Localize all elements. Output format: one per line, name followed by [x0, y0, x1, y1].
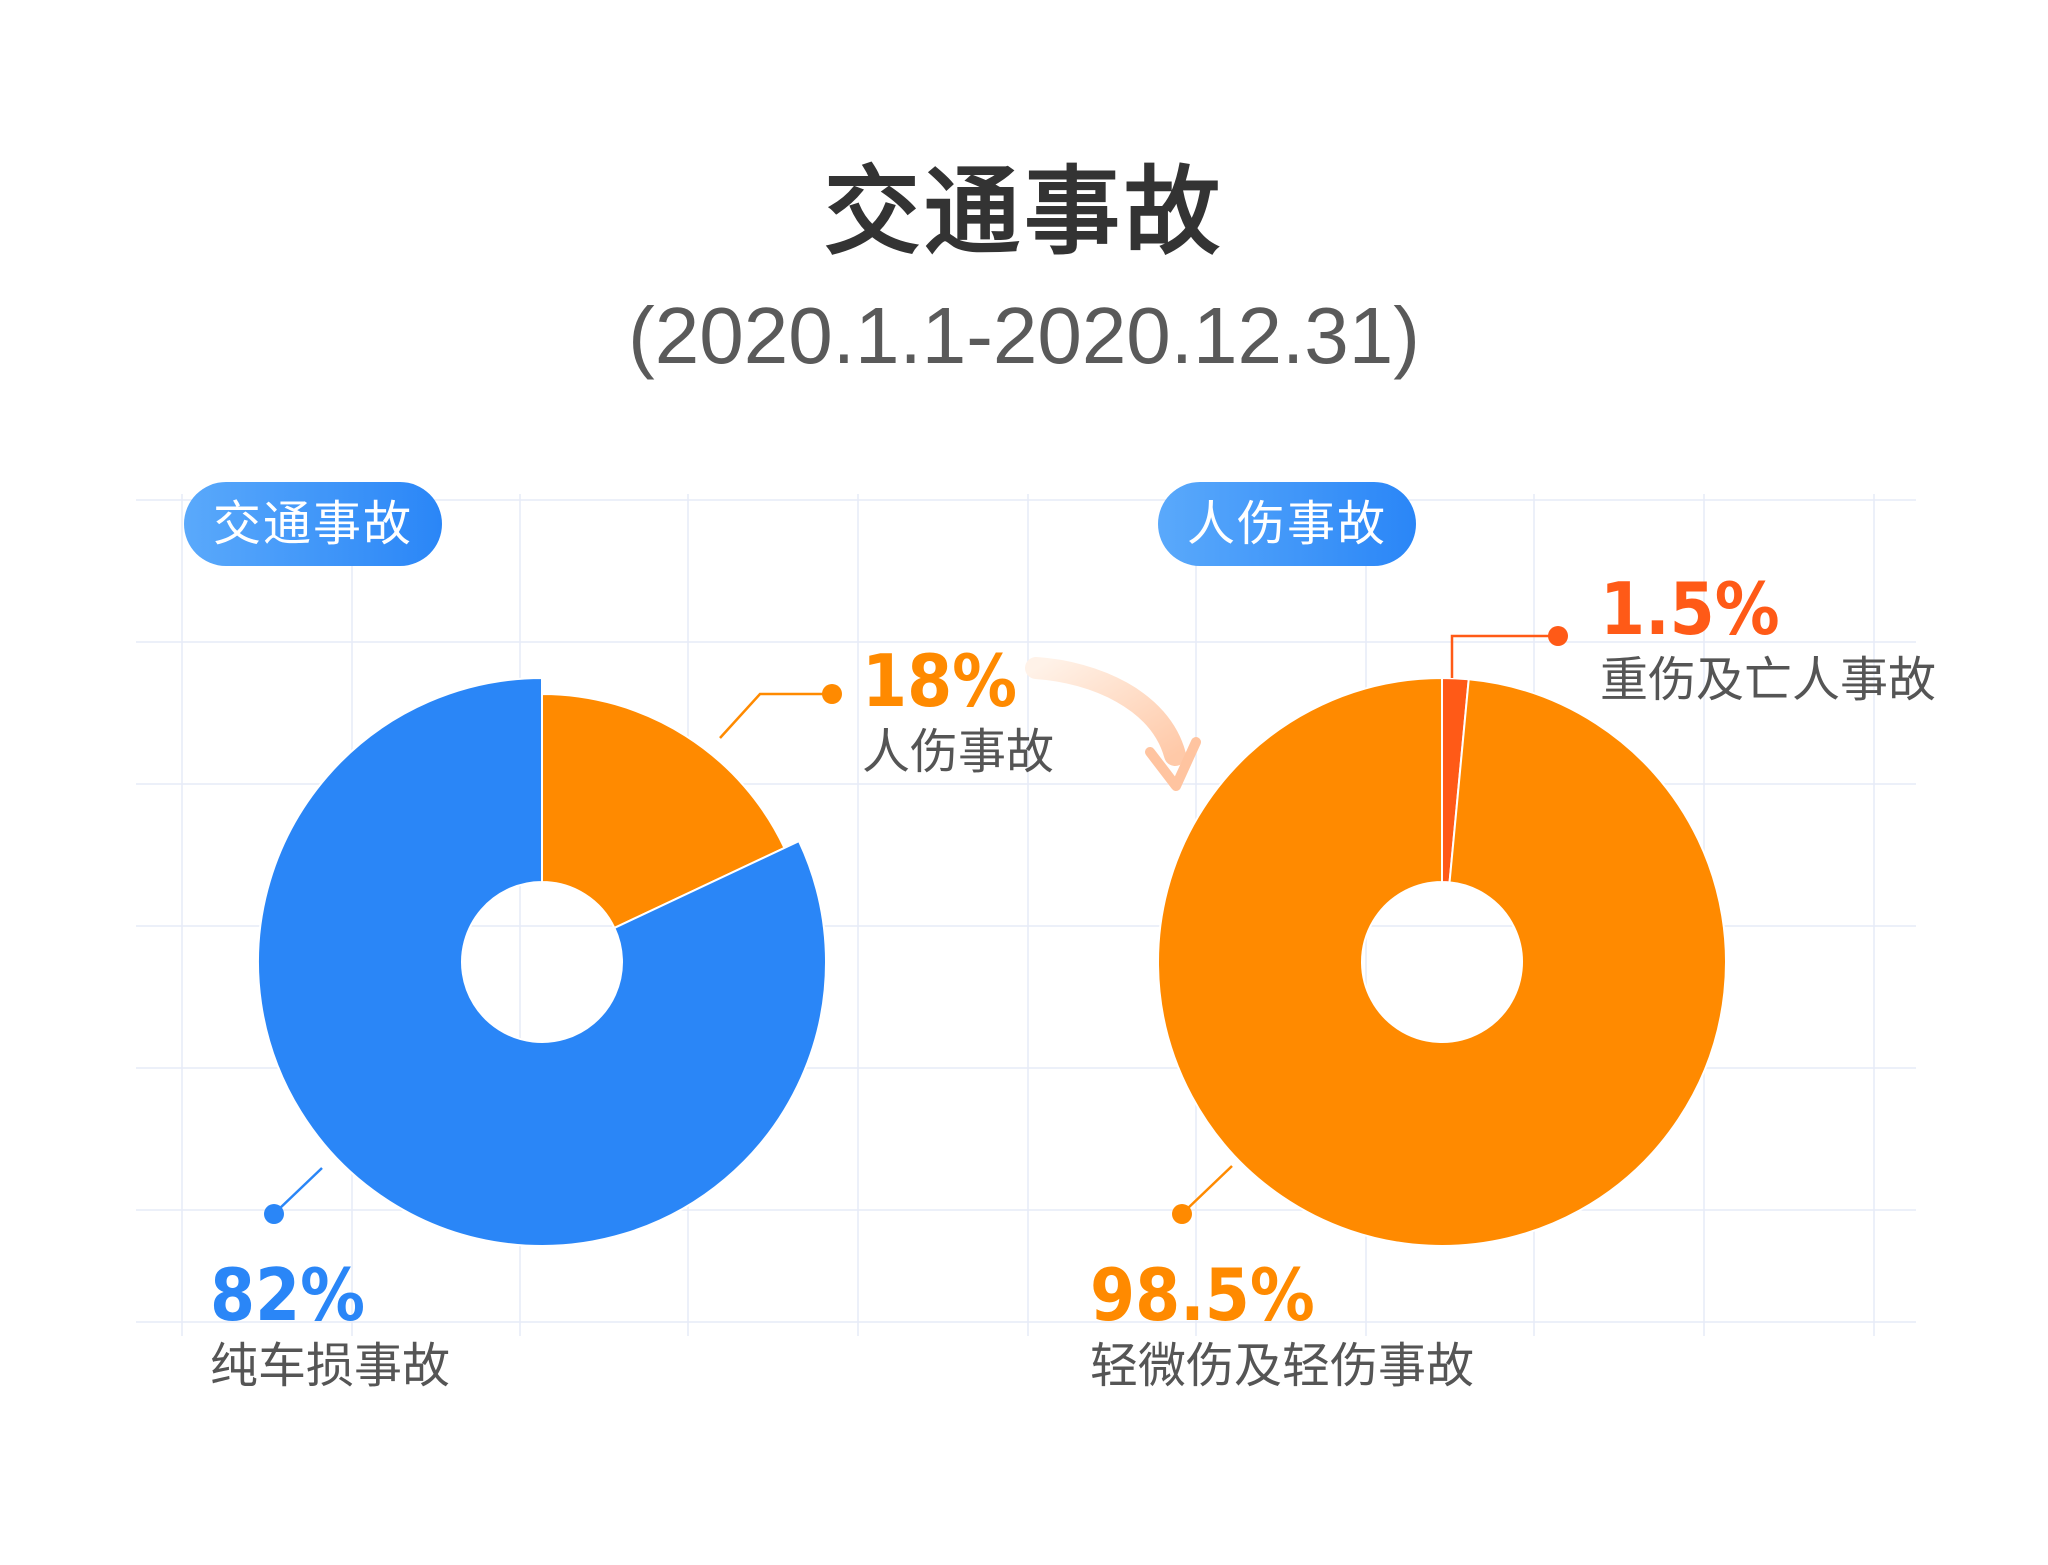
page-title: 交通事故	[824, 156, 1224, 268]
pie-traffic-accidents	[257, 676, 827, 1247]
data-label-vehicle-damage-pct: 82%	[210, 1253, 365, 1337]
page-subtitle: (2020.1.1-2020.12.31)	[628, 291, 1420, 380]
pie-slice-minor-injury	[1157, 676, 1728, 1247]
pie-slice-vehicle-damage-accidents	[257, 676, 827, 1247]
data-label-minor-injury-pct: 98.5%	[1090, 1253, 1315, 1337]
data-label-serious-injury-name: 重伤及亡人事故	[1600, 652, 1936, 708]
callout-leader-serious-injury	[1450, 626, 1568, 678]
data-label-injury-name: 人伤事故	[862, 724, 1054, 780]
callout-leader-injury	[719, 684, 842, 739]
transition-arrow-icon	[1025, 657, 1201, 791]
data-label-minor-injury-name: 轻微伤及轻伤事故	[1090, 1338, 1474, 1394]
data-label-vehicle-damage-name: 纯车损事故	[210, 1338, 450, 1394]
data-label-serious-injury-pct: 1.5%	[1600, 567, 1780, 651]
callout-leader-vehicle-damage	[264, 1167, 323, 1224]
callout-leader-minor-injury	[1172, 1165, 1233, 1224]
chart-title-badge-traffic: 交通事故	[184, 482, 442, 566]
pie-slice-injury-accidents	[541, 692, 786, 930]
pie-injury-accidents	[1157, 676, 1728, 1247]
data-label-injury-pct: 18%	[862, 639, 1017, 723]
chart-title-badge-injury: 人伤事故	[1158, 482, 1416, 566]
